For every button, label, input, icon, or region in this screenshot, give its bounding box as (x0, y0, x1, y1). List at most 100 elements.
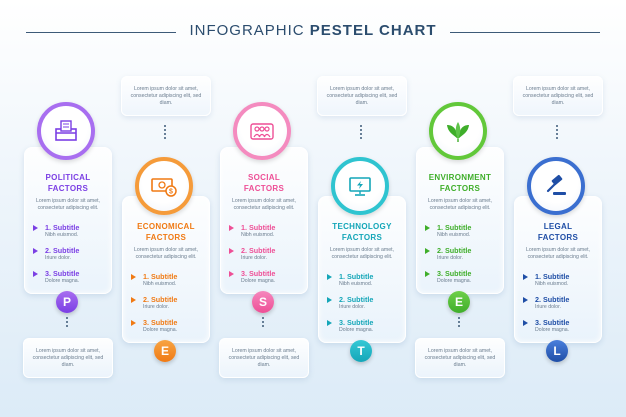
arrow-icon (33, 271, 38, 277)
subtitle-desc: Iriure dolor. (437, 255, 463, 261)
technology-note: Lorem ipsum dolor sit amet, consectetur … (317, 76, 407, 116)
technology-subtitle-2: 2. Subtitle Iriure dolor. (327, 295, 403, 312)
arrow-icon (327, 274, 332, 280)
technology-note-connector (360, 125, 362, 141)
economical-title-line2: FACTORS (145, 233, 187, 242)
environment-circle (429, 102, 487, 160)
social-note-connector (262, 317, 264, 329)
arrow-icon (131, 297, 136, 303)
legal-title: LEGAL FACTORS (515, 221, 601, 243)
arrow-icon (523, 274, 528, 280)
environment-note: Lorem ipsum dolor sit amet, consectetur … (415, 338, 505, 378)
money-icon: $ (151, 178, 177, 197)
environment-subtitle-1: 1. Subtitle Nibh euismod. (425, 223, 501, 240)
arrow-icon (523, 320, 528, 326)
economical-subtitle-3: 3. Subtitle Dolore magna. (131, 318, 207, 335)
note-text: Lorem ipsum dolor sit amet, consectetur … (130, 86, 202, 106)
subtitle-desc: Iriure dolor. (241, 255, 267, 261)
subtitle-label: 2. Subtitle (45, 246, 80, 255)
legal-card: LEGAL FACTORS Lorem ipsum dolor sit amet… (514, 196, 602, 343)
note-text: Lorem ipsum dolor sit amet, consectetur … (424, 348, 496, 368)
environment-subtitle-3: 3. Subtitle Dolore magna. (425, 269, 501, 286)
header: INFOGRAPHIC PESTEL CHART (0, 22, 626, 42)
subtitle-label: 2. Subtitle (143, 295, 178, 304)
title-divider-right (450, 32, 600, 33)
subtitle-label: 3. Subtitle (437, 269, 472, 278)
social-description: Lorem ipsum dolor sit amet, consectetur … (231, 198, 296, 211)
subtitle-label: 1. Subtitle (535, 272, 570, 281)
political-description: Lorem ipsum dolor sit amet, consectetur … (35, 198, 100, 211)
subtitle-label: 2. Subtitle (339, 295, 374, 304)
subtitle-desc: Nibh euismod. (45, 232, 79, 238)
subtitle-desc: Iriure dolor. (45, 255, 71, 261)
subtitle-desc: Dolore magna. (45, 278, 80, 284)
economical-title: ECONOMICAL FACTORS (123, 221, 209, 243)
social-card: SOCIAL FACTORS Lorem ipsum dolor sit ame… (220, 147, 308, 294)
environment-letter-badge: E (448, 291, 470, 313)
page-title: INFOGRAPHIC PESTEL CHART (176, 22, 450, 39)
subtitle-desc: Iriure dolor. (535, 304, 561, 310)
subtitle-desc: Nibh euismod. (339, 281, 373, 287)
legal-circle (527, 157, 585, 215)
legal-letter-badge: L (546, 340, 568, 362)
environment-note-connector (458, 317, 460, 329)
economical-card: ECONOMICAL FACTORS Lorem ipsum dolor sit… (122, 196, 210, 343)
social-note: Lorem ipsum dolor sit amet, consectetur … (219, 338, 309, 378)
economical-description: Lorem ipsum dolor sit amet, consectetur … (133, 247, 198, 260)
legal-subtitle-1: 1. Subtitle Nibh euismod. (523, 272, 599, 289)
technology-subtitle-1: 1. Subtitle Nibh euismod. (327, 272, 403, 289)
political-note-connector (66, 317, 68, 329)
arrow-icon (131, 274, 136, 280)
subtitle-desc: Nibh euismod. (241, 232, 275, 238)
economical-subtitle-1: 1. Subtitle Nibh euismod. (131, 272, 207, 289)
arrow-icon (33, 225, 38, 231)
subtitle-label: 3. Subtitle (45, 269, 80, 278)
political-subtitle-1: 1. Subtitle Nibh euismod. (33, 223, 109, 240)
economical-title-line1: ECONOMICAL (137, 222, 195, 231)
technology-title: TECHNOLOGY FACTORS (319, 221, 405, 243)
economical-circle: $ (135, 157, 193, 215)
social-subtitle-1: 1. Subtitle Nibh euismod. (229, 223, 305, 240)
arrow-icon (425, 225, 430, 231)
arrow-icon (425, 248, 430, 254)
title-light: INFOGRAPHIC (189, 22, 310, 39)
arrow-icon (327, 320, 332, 326)
social-title-line1: SOCIAL (247, 173, 281, 182)
subtitle-label: 2. Subtitle (535, 295, 570, 304)
arrow-icon (229, 225, 234, 231)
legal-note-connector (556, 125, 558, 141)
gavel-icon (546, 174, 566, 195)
leaf-icon (447, 122, 469, 142)
environment-card: ENVIRONMENT FACTORS Lorem ipsum dolor si… (416, 147, 504, 294)
subtitle-label: 1. Subtitle (143, 272, 178, 281)
arrow-icon (131, 320, 136, 326)
legal-title-line1: LEGAL (543, 222, 573, 231)
political-letter-badge: P (56, 291, 78, 313)
subtitle-label: 3. Subtitle (241, 269, 276, 278)
economical-subtitle-2: 2. Subtitle Iriure dolor. (131, 295, 207, 312)
subtitle-label: 1. Subtitle (241, 223, 276, 232)
technology-letter-badge: T (350, 340, 372, 362)
legal-subtitle-3: 3. Subtitle Dolore magna. (523, 318, 599, 335)
environment-title-line1: ENVIRONMENT (428, 173, 492, 182)
subtitle-label: 1. Subtitle (45, 223, 80, 232)
ballot-box-icon (55, 120, 77, 141)
subtitle-label: 1. Subtitle (339, 272, 374, 281)
economical-letter-badge: E (154, 340, 176, 362)
economical-note: Lorem ipsum dolor sit amet, consectetur … (121, 76, 211, 116)
arrow-icon (327, 297, 332, 303)
political-note: Lorem ipsum dolor sit amet, consectetur … (23, 338, 113, 378)
subtitle-desc: Dolore magna. (437, 278, 472, 284)
environment-title: ENVIRONMENT FACTORS (417, 172, 503, 194)
social-subtitle-2: 2. Subtitle Iriure dolor. (229, 246, 305, 263)
environment-description: Lorem ipsum dolor sit amet, consectetur … (427, 198, 492, 211)
title-divider-left (26, 32, 176, 33)
monitor-icon (349, 177, 371, 196)
title-bold: PESTEL CHART (309, 22, 437, 39)
note-text: Lorem ipsum dolor sit amet, consectetur … (326, 86, 398, 106)
technology-card: TECHNOLOGY FACTORS Lorem ipsum dolor sit… (318, 196, 406, 343)
social-title-line2: FACTORS (243, 184, 285, 193)
people-icon (250, 123, 274, 140)
legal-note: Lorem ipsum dolor sit amet, consectetur … (513, 76, 603, 116)
arrow-icon (33, 248, 38, 254)
